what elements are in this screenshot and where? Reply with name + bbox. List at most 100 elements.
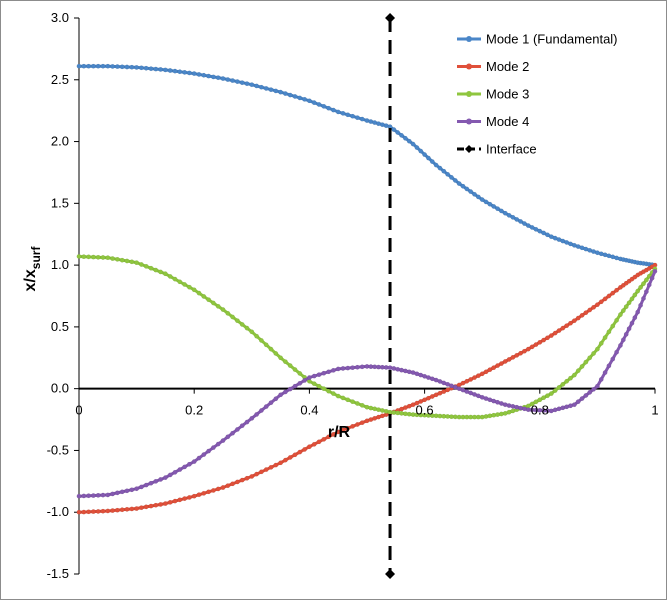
data-point bbox=[225, 310, 231, 316]
data-point bbox=[158, 67, 164, 72]
data-point bbox=[167, 68, 173, 73]
data-point bbox=[134, 506, 140, 511]
data-point bbox=[498, 208, 504, 214]
data-point bbox=[541, 337, 547, 343]
y-tick-label: -0.5 bbox=[47, 442, 69, 457]
data-point bbox=[429, 159, 435, 164]
data-point bbox=[541, 230, 547, 236]
data-point bbox=[575, 399, 581, 405]
data-point bbox=[278, 392, 283, 398]
data-point bbox=[491, 204, 497, 209]
data-point bbox=[86, 63, 92, 69]
data-point bbox=[244, 325, 250, 331]
data-point bbox=[268, 400, 274, 406]
data-point bbox=[376, 407, 381, 413]
data-point bbox=[595, 346, 600, 352]
data-point bbox=[100, 255, 106, 260]
data-point bbox=[76, 63, 82, 69]
data-point bbox=[316, 383, 322, 389]
data-point bbox=[287, 92, 293, 98]
data-point bbox=[326, 434, 331, 440]
data-point bbox=[196, 492, 202, 498]
data-point bbox=[483, 199, 489, 205]
data-point bbox=[215, 303, 221, 309]
data-point bbox=[548, 333, 554, 338]
data-point bbox=[273, 396, 279, 402]
data-point bbox=[215, 441, 221, 447]
interface-marker bbox=[385, 569, 396, 579]
data-point bbox=[518, 405, 523, 411]
data-point bbox=[282, 91, 288, 96]
data-point bbox=[110, 508, 116, 513]
data-point bbox=[556, 385, 562, 390]
data-point bbox=[316, 102, 322, 107]
data-point bbox=[602, 370, 608, 376]
data-point bbox=[297, 449, 303, 455]
data-point bbox=[623, 304, 629, 310]
data-point bbox=[287, 386, 293, 392]
data-point bbox=[311, 100, 317, 106]
data-point bbox=[138, 484, 144, 490]
x-tick-label: 0.2 bbox=[185, 403, 203, 418]
data-point bbox=[287, 363, 293, 369]
data-point bbox=[345, 112, 351, 118]
data-point bbox=[124, 506, 130, 512]
data-point bbox=[129, 487, 135, 493]
x-axis-title: r/R bbox=[328, 424, 351, 441]
data-point bbox=[110, 256, 116, 261]
data-point bbox=[383, 408, 389, 414]
data-point bbox=[422, 397, 427, 403]
data-point bbox=[395, 366, 401, 372]
data-point bbox=[273, 462, 279, 468]
data-point bbox=[186, 461, 192, 467]
data-point bbox=[158, 269, 164, 275]
data-point bbox=[201, 490, 207, 496]
data-point bbox=[186, 70, 192, 76]
data-point bbox=[537, 339, 543, 345]
data-point bbox=[311, 373, 317, 379]
data-point bbox=[326, 388, 331, 394]
data-point bbox=[618, 343, 623, 348]
data-point bbox=[172, 276, 178, 282]
data-point bbox=[321, 103, 327, 109]
data-point bbox=[321, 436, 327, 442]
data-point bbox=[148, 265, 154, 271]
data-point bbox=[335, 109, 341, 115]
data-point bbox=[641, 281, 646, 287]
data-point bbox=[321, 370, 327, 376]
data-point bbox=[556, 328, 562, 333]
data-point bbox=[591, 386, 596, 392]
data-point bbox=[406, 138, 412, 144]
y-axis-title-sub: surf bbox=[29, 246, 43, 270]
data-point bbox=[100, 492, 106, 498]
legend: Mode 1 (Fundamental) Mode 2 Mode 3 Mode 4 In… bbox=[457, 32, 618, 157]
y-tick-label: -1.5 bbox=[47, 566, 69, 581]
data-point bbox=[626, 326, 632, 332]
data-point bbox=[138, 65, 144, 71]
data-point bbox=[614, 349, 619, 355]
data-point bbox=[287, 455, 293, 460]
data-point bbox=[143, 263, 149, 269]
data-point bbox=[475, 194, 481, 200]
data-point bbox=[220, 307, 226, 312]
data-point bbox=[595, 302, 600, 308]
data-point bbox=[491, 365, 497, 371]
data-point bbox=[162, 475, 168, 481]
axes bbox=[74, 17, 656, 575]
data-point bbox=[359, 364, 365, 370]
data-point bbox=[129, 64, 135, 70]
data-point bbox=[350, 365, 355, 371]
data-point bbox=[591, 304, 596, 310]
data-point bbox=[186, 284, 192, 290]
data-point bbox=[583, 359, 589, 365]
data-point bbox=[105, 63, 111, 69]
data-point bbox=[583, 310, 589, 316]
data-point bbox=[472, 191, 477, 197]
y-tick-label: 0.5 bbox=[51, 319, 69, 334]
data-point bbox=[167, 274, 173, 279]
data-point bbox=[268, 346, 274, 352]
data-point bbox=[510, 354, 516, 360]
data-point bbox=[391, 127, 397, 133]
data-point bbox=[191, 493, 197, 499]
